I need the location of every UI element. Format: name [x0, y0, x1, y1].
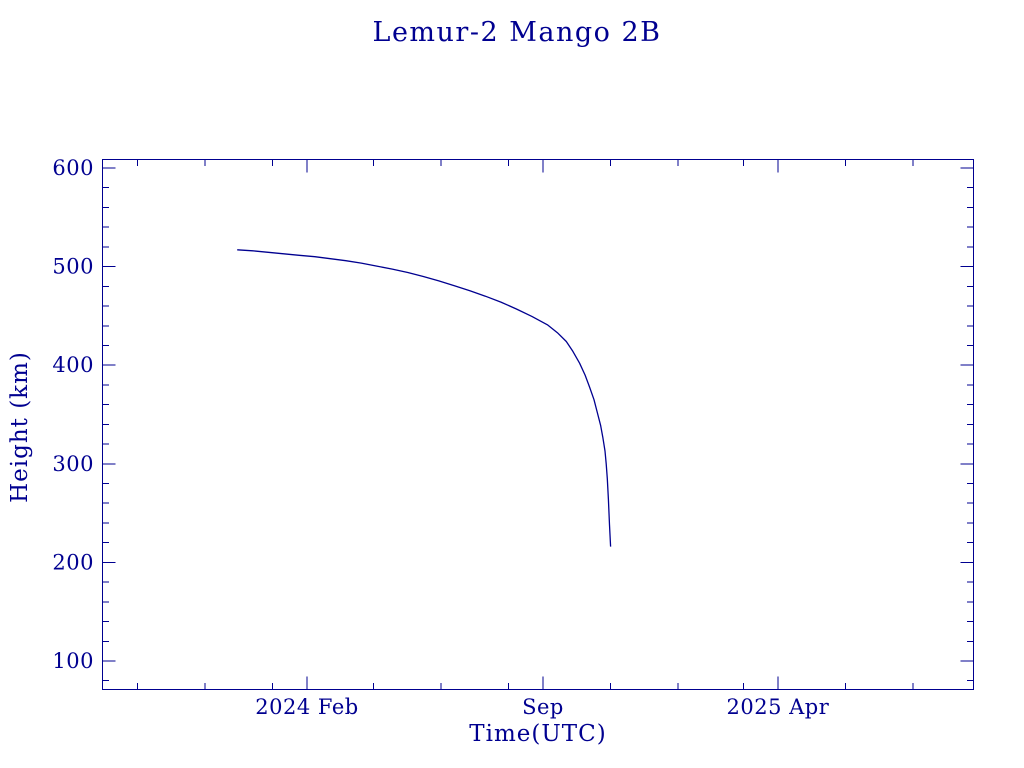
y-tick-label: 300 [52, 452, 94, 476]
x-tick-label: 2024 Feb [255, 695, 358, 719]
x-tick-label: 2025 Apr [727, 695, 830, 719]
plot-frame [102, 159, 974, 690]
height-series-line [237, 249, 612, 547]
chart-title: Lemur-2 Mango 2B [373, 17, 662, 48]
x-tick-label: Sep [522, 695, 564, 719]
y-axis-label: Height (km) [7, 351, 33, 503]
y-tick-label: 600 [52, 156, 94, 180]
y-tick-label: 100 [52, 649, 94, 673]
x-axis-label: Time(UTC) [469, 721, 606, 747]
y-tick-label: 500 [52, 255, 94, 279]
series-layer [237, 249, 612, 547]
y-tick-label: 200 [52, 550, 94, 574]
y-tick-label: 400 [52, 353, 94, 377]
axis-ticks [102, 159, 974, 690]
plot-border [102, 159, 974, 690]
axis-tick-labels: 100 200 300 400 500 600 2024 Feb Sep 2025 Apr [52, 156, 829, 719]
